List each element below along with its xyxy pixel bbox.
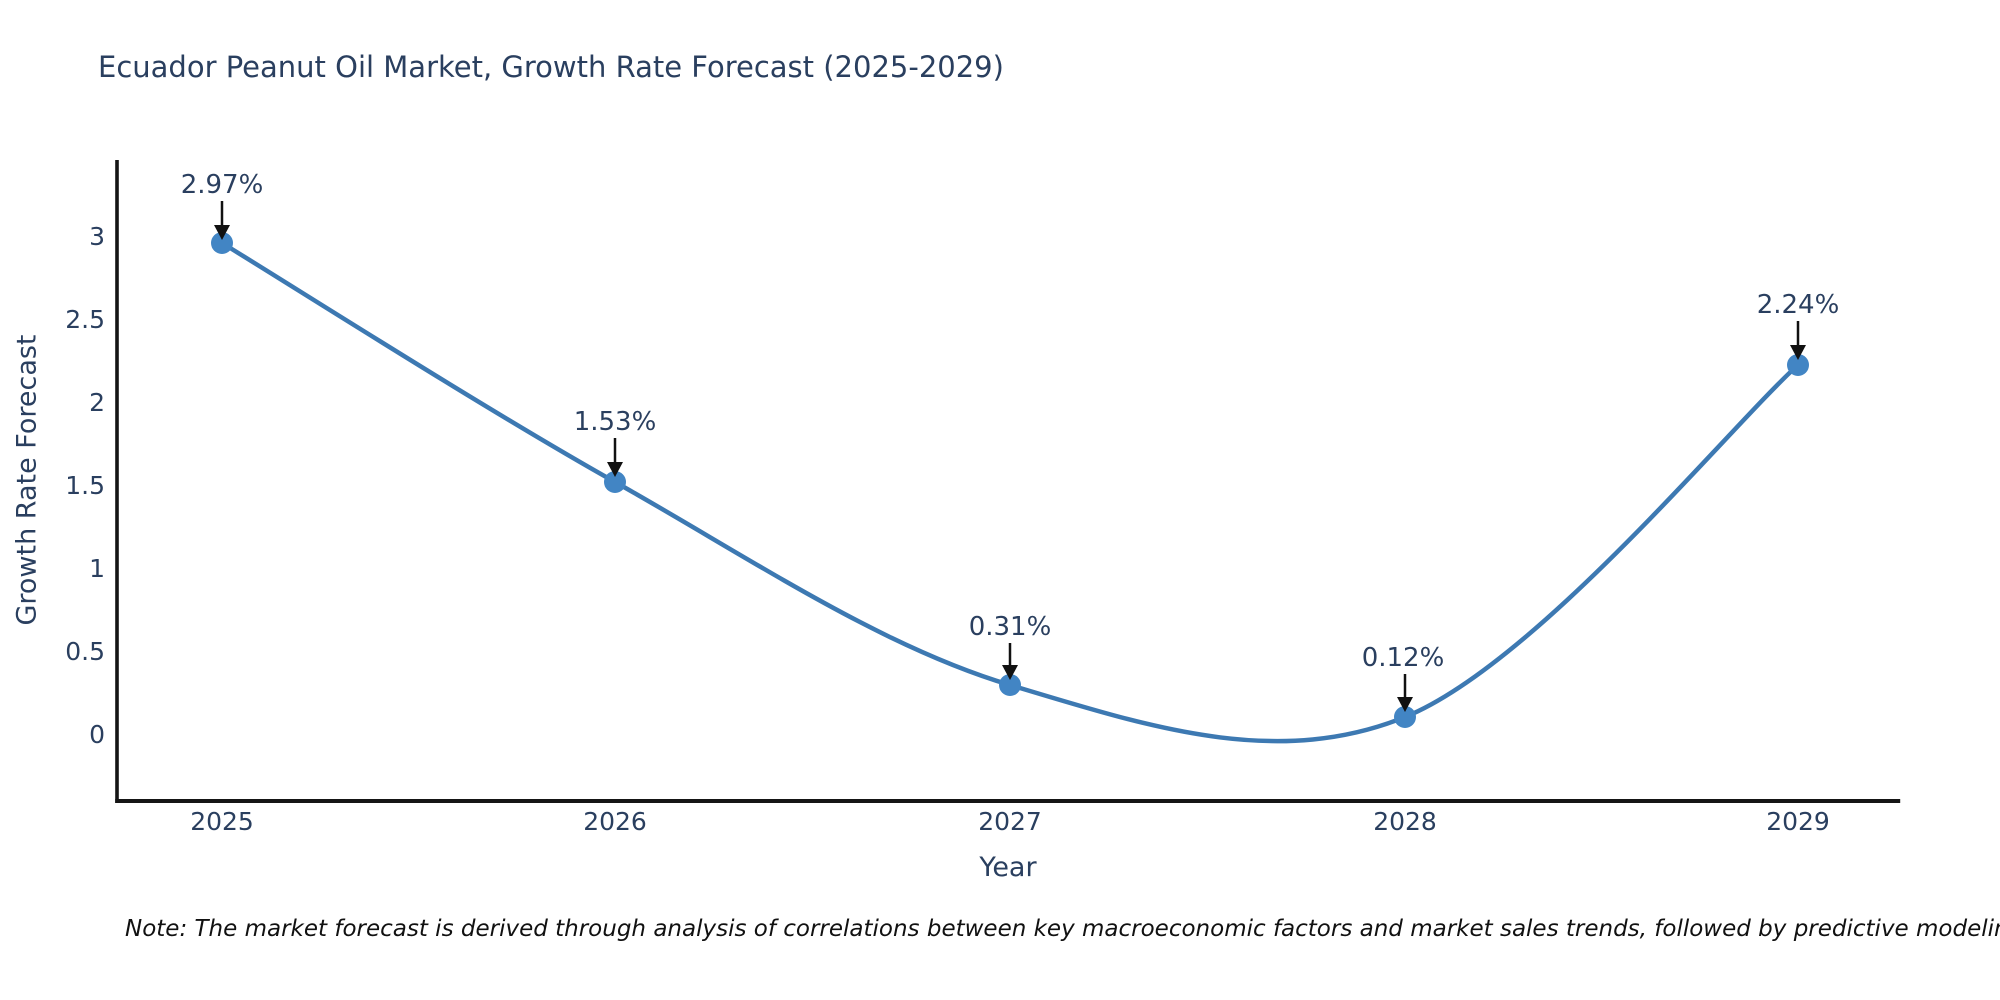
y-axis-title: Growth Rate Forecast (11, 334, 43, 626)
annotation-label-2029: 2.24% (1756, 290, 1840, 320)
data-point-2027 (999, 674, 1021, 696)
y-tick-3: 3 (89, 222, 105, 251)
y-tick-0: 0 (89, 720, 105, 749)
annotation-label-2026: 1.53% (573, 407, 657, 437)
data-point-2026 (604, 471, 626, 493)
y-tick-2: 2 (89, 388, 105, 417)
y-tick-1: 1 (89, 554, 105, 583)
data-point-2029 (1787, 354, 1809, 376)
annotation-label-2028: 0.12% (1361, 643, 1445, 673)
y-axis-line (115, 160, 119, 803)
annotation-arrowhead-2028 (1397, 697, 1413, 712)
x-tick-2025: 2025 (190, 807, 254, 836)
x-tick-2027: 2027 (978, 807, 1042, 836)
data-point-2028 (1394, 706, 1416, 728)
x-axis-title: Year (979, 852, 1037, 883)
y-tick-1-5: 1.5 (65, 471, 105, 500)
annotation-arrowhead-2025 (214, 225, 230, 240)
x-tick-2029: 2029 (1766, 807, 1830, 836)
annotation-arrowhead-2027 (1002, 665, 1018, 680)
x-tick-2028: 2028 (1373, 807, 1437, 836)
annotation-arrowhead-2029 (1790, 345, 1806, 360)
chart-title: Ecuador Peanut Oil Market, Growth Rate F… (98, 50, 1004, 84)
footnote: Note: The market forecast is derived thr… (125, 916, 2000, 942)
y-tick-2-5: 2.5 (65, 305, 105, 334)
annotation-label-2025: 2.97% (180, 170, 264, 200)
y-tick-0-5: 0.5 (65, 637, 105, 666)
annotation-arrowhead-2026 (607, 462, 623, 477)
annotation-label-2027: 0.31% (968, 612, 1052, 642)
data-point-2025 (211, 232, 233, 254)
x-axis-line (115, 799, 1901, 803)
x-tick-2026: 2026 (583, 807, 647, 836)
